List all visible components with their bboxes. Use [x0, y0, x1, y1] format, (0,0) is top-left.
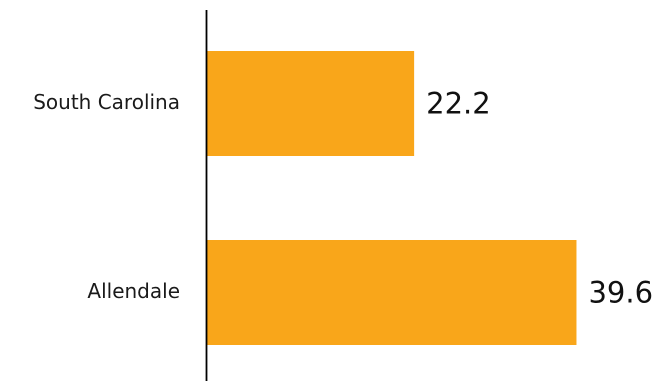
category-label: Allendale [87, 279, 180, 303]
labels-group: South Carolina 22.2 Allendale 39.6 [33, 87, 653, 310]
category-label: South Carolina [33, 90, 180, 114]
value-label: 22.2 [426, 87, 491, 121]
bars-group [207, 51, 577, 345]
bar-allendale [207, 240, 577, 345]
value-label: 39.6 [588, 276, 653, 310]
bar-south-carolina [207, 51, 415, 156]
